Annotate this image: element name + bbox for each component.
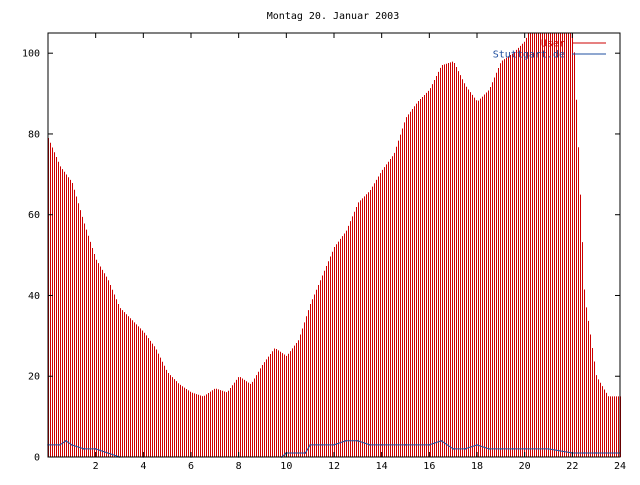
x-tick-label: 24	[614, 461, 626, 472]
stuttgart-point	[523, 448, 526, 450]
y-tick-label: 20	[28, 372, 40, 383]
user-bars	[48, 33, 621, 457]
stuttgart-point	[488, 448, 490, 450]
chart-title: Montag 20. Januar 2003	[267, 11, 399, 22]
stuttgart-point	[476, 444, 478, 446]
stuttgart-point	[368, 444, 371, 446]
stuttgart-point	[333, 444, 335, 446]
stuttgart-point	[464, 448, 466, 450]
x-tick-label: 4	[140, 461, 146, 472]
x-tick-label: 6	[188, 461, 194, 472]
x-tick-label: 16	[423, 461, 435, 472]
stuttgart-point	[321, 444, 323, 446]
stuttgart-point	[547, 448, 550, 450]
stuttgart-point	[345, 440, 347, 442]
y-tick-label: 80	[28, 129, 40, 140]
x-tick-label: 20	[519, 461, 531, 472]
stuttgart-point	[404, 444, 407, 446]
stuttgart-point	[500, 448, 502, 450]
legend-label: Stuttgart.de	[493, 50, 565, 61]
x-tick-label: 10	[280, 461, 292, 472]
stuttgart-point	[357, 440, 359, 442]
y-tick-label: 100	[22, 49, 40, 60]
stuttgart-point	[595, 452, 597, 454]
x-tick-label: 8	[236, 461, 242, 472]
stuttgart-point	[82, 448, 85, 450]
y-tick-label: 0	[34, 453, 40, 464]
stuttgart-point	[452, 448, 454, 450]
stuttgart-point	[380, 444, 383, 446]
x-tick-label: 18	[471, 461, 483, 472]
legend-label: User	[541, 39, 565, 50]
stuttgart-point	[583, 452, 586, 454]
stuttgart-point	[440, 440, 443, 442]
x-tick-label: 2	[93, 461, 99, 472]
stuttgart-point	[71, 444, 73, 446]
x-tick-label: 22	[566, 461, 578, 472]
stuttgart-point	[94, 448, 97, 450]
stuttgart-point	[309, 444, 311, 446]
stuttgart-point	[428, 444, 431, 446]
stuttgart-point	[59, 444, 61, 446]
y-tick-label: 40	[28, 291, 40, 302]
x-tick-label: 14	[376, 461, 388, 472]
x-tick-label: 12	[328, 461, 340, 472]
stuttgart-point	[511, 448, 514, 450]
y-tick-label: 60	[28, 210, 40, 221]
stuttgart-point	[65, 440, 67, 442]
stuttgart-point	[304, 452, 307, 454]
